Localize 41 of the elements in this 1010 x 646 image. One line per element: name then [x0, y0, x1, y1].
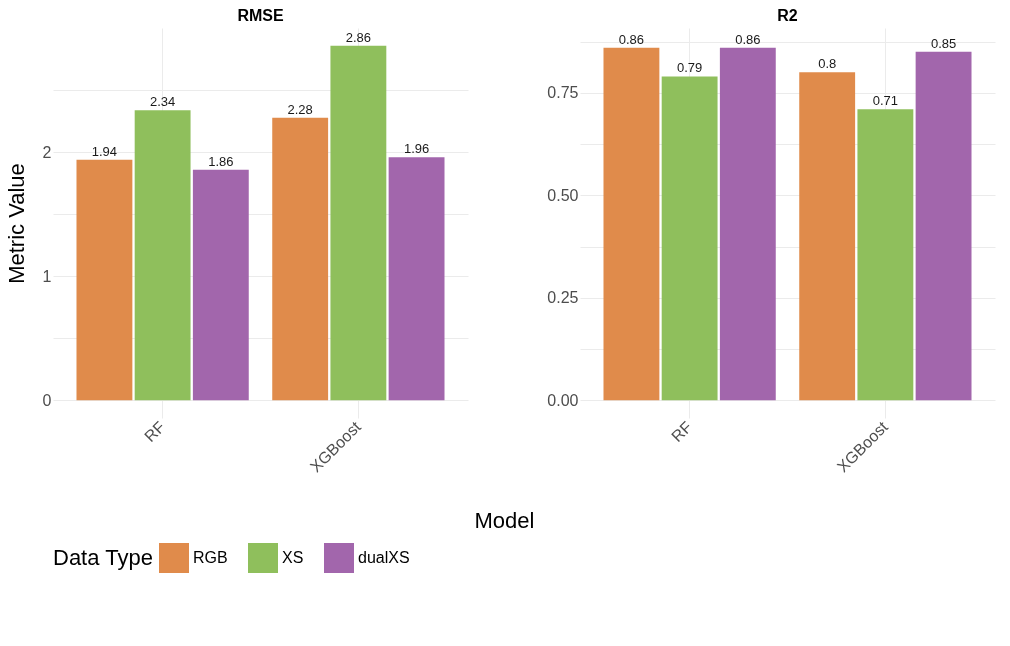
y-tick-label: 0.00 [547, 391, 579, 409]
chart-title: RMSE [237, 7, 284, 24]
bar [915, 51, 972, 401]
bar [857, 109, 914, 401]
x-tick-label: RF [668, 417, 696, 446]
data-label: 0.79 [676, 60, 703, 76]
y-tick-label: 0 [42, 391, 52, 409]
bar [272, 117, 329, 401]
legend-title: Data Type [53, 545, 153, 570]
data-label: 1.86 [208, 153, 234, 169]
bar [388, 157, 445, 401]
bar [330, 45, 387, 401]
y-tick-label: 0.50 [547, 186, 579, 204]
data-label: 0.86 [735, 31, 761, 47]
data-label: 2.28 [287, 101, 313, 117]
bar [661, 76, 718, 401]
data-label: 0.8 [818, 56, 837, 72]
legend-label: XS [282, 549, 304, 566]
data-label: 2.86 [345, 29, 372, 45]
y-tick-label: 0.75 [547, 84, 579, 102]
bar [603, 47, 660, 401]
x-tick-label: RF [141, 417, 169, 446]
bar [76, 159, 133, 401]
legend-label: dualXS [358, 549, 410, 566]
bar [192, 169, 249, 401]
y-tick-label: 1 [42, 267, 52, 285]
chart-title: R2 [777, 7, 798, 24]
y-tick-label: 2 [42, 143, 52, 161]
y-axis-title: Metric Value [3, 163, 29, 284]
bar [134, 110, 191, 401]
bar [799, 72, 856, 401]
data-label: 0.85 [930, 35, 957, 51]
data-label: 1.96 [403, 141, 430, 157]
data-label: 0.86 [618, 31, 645, 47]
data-label: 0.71 [872, 93, 899, 109]
bar [719, 47, 776, 401]
y-tick-label: 0.25 [547, 289, 579, 307]
data-label: 2.34 [149, 94, 176, 110]
data-label: 1.94 [91, 143, 118, 159]
x-axis-title: Model [474, 507, 535, 533]
legend-label: RGB [193, 549, 228, 566]
